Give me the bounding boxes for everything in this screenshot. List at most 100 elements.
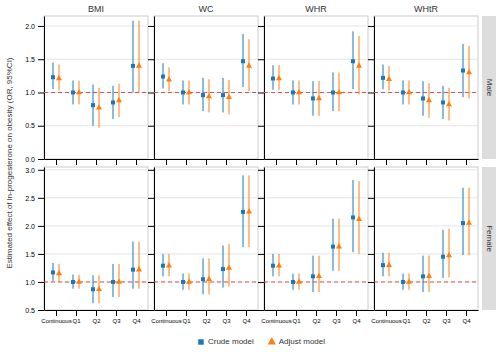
point [291,280,295,284]
y-axis-line [154,168,155,311]
y-tick-mark [258,159,264,160]
series [56,21,142,128]
point [51,75,55,79]
x-tick-label: Q3 [222,318,231,324]
chart-container: 0.00.51.01.52.0BMIEstimated effect of ln… [0,0,500,352]
y-tick-mark [258,59,264,60]
y-tick-mark [38,159,44,160]
series [271,180,355,292]
grid-line [374,25,478,26]
panel: ContinuousQ1Q2Q3Q4Female [368,167,496,324]
x-tick-label: Continuous [261,318,291,324]
y-tick [368,282,374,283]
point [421,274,425,278]
x-tick [446,159,447,165]
y-tick-mark [38,226,44,227]
point [91,287,95,291]
plot-frame [44,16,148,159]
point [401,280,405,284]
y-tick-mark [38,254,44,255]
point [441,100,445,104]
point [161,264,165,268]
panel: 0.51.01.52.02.53.0ContinuousQ1Q2Q3Q4 [25,167,148,325]
y-tick-mark [368,92,374,93]
legend-item: Crude model [198,337,254,346]
point [91,103,95,107]
y-tick-mark [148,198,154,199]
grid [374,26,478,159]
point [381,263,385,267]
point [131,268,135,272]
y-tick: 2.0 [25,223,44,230]
grid-line [264,281,368,282]
grid-line [44,125,148,126]
error-bar [203,258,204,294]
y-axis-line [264,17,265,160]
y-tick-mark [368,310,374,311]
point [331,245,335,249]
x-tick-mark [276,159,277,165]
grid [374,170,478,310]
point [201,93,205,97]
y-tick-mark [368,26,374,27]
grid [154,26,258,159]
legend-item: Adjust model [268,337,326,346]
x-tick-mark [186,310,187,316]
y-tick [368,92,374,93]
y-tick-mark [368,254,374,255]
x-tick: Q4 [132,310,141,324]
y-tick [148,310,154,311]
grid-line [374,225,478,226]
point [311,96,315,100]
grid-line [264,225,368,226]
y-tick-mark [148,226,154,227]
x-tick-label: Q2 [92,318,101,324]
grid-line [154,125,258,126]
grid-line [44,169,148,170]
point [271,77,275,81]
point [246,62,252,67]
x-tick-label: Q2 [422,318,431,324]
x-tick-mark [316,310,317,316]
x-tick-mark [116,159,117,165]
y-tick-mark [368,226,374,227]
point [116,278,122,283]
y-tick [368,198,374,199]
y-tick-label: 2.5 [25,195,35,202]
point [291,90,295,94]
x-tick-mark [386,310,387,316]
x-tick [356,159,357,165]
grid-line [374,169,478,170]
point [186,278,192,283]
series [161,175,245,294]
point [71,90,75,94]
y-tick-mark [368,59,374,60]
y-tick [368,26,374,27]
x-tick-mark [336,159,337,165]
panel: ContinuousQ1Q2Q3Q4 [258,167,369,324]
x-tick: Q2 [422,310,431,324]
reference-line [374,281,478,282]
x-tick [186,159,187,165]
plot-frame [154,167,258,310]
y-tick-mark [258,126,264,127]
plot-frame [264,16,368,159]
y-tick: 3.0 [25,167,44,174]
plot-area [44,242,148,304]
x-tick: Continuous [261,310,291,324]
point [336,89,342,94]
point [276,75,282,80]
x-tick: Q2 [202,310,211,324]
x-tick [386,159,387,165]
x-tick-mark [206,159,207,165]
error-bar [133,242,134,289]
y-tick [148,198,154,199]
x-tick-mark [406,310,407,316]
x-tick-mark [316,159,317,165]
y-tick: 0.0 [25,156,44,163]
y-tick [258,92,264,93]
x-tick-mark [246,310,247,316]
grid-line [44,92,148,93]
x-tick [406,159,407,165]
point [446,101,452,106]
